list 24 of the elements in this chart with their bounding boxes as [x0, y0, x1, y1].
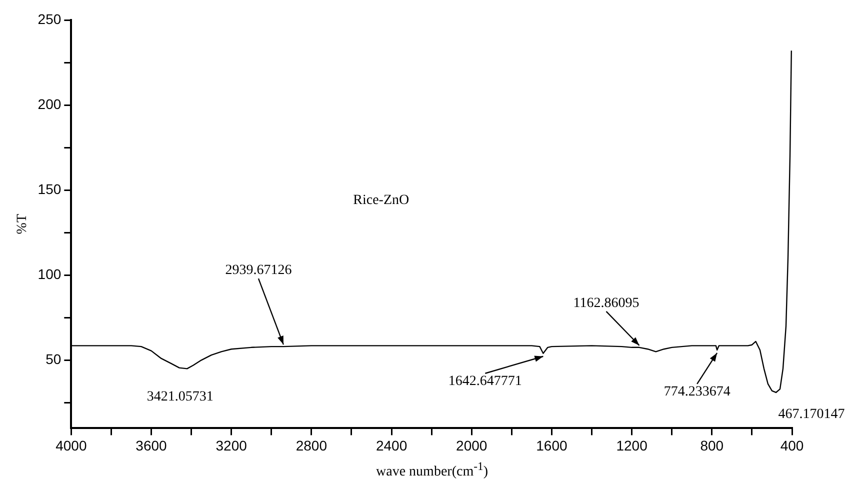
- annotation: 774.233674: [664, 384, 730, 400]
- y-tick-label: 200: [38, 96, 62, 112]
- x-tick-label: 800: [700, 437, 724, 454]
- y-tick-label: 250: [38, 10, 62, 27]
- y-axis-title: %T: [15, 214, 30, 234]
- annotation: 1642.647771: [448, 374, 522, 390]
- x-tick-label: 2800: [296, 437, 328, 454]
- x-tick-label: 400: [780, 437, 804, 454]
- y-tick-label: 150: [38, 180, 62, 197]
- x-axis-title: wave number(cm$^{-1}$): [375, 460, 489, 481]
- annotation: 1162.86095: [573, 296, 640, 312]
- x-tick-label: 1600: [536, 437, 568, 454]
- text: Rice-ZnO: [353, 192, 410, 208]
- x-tick-label: 3200: [216, 437, 248, 454]
- x-tick-label: 2000: [456, 437, 488, 454]
- x-tick-label: 2400: [376, 437, 408, 454]
- annotation: 467.170147: [778, 407, 845, 422]
- annotation: 3421.05731: [146, 389, 214, 404]
- y-tick-label: 50: [46, 351, 62, 368]
- x-tick-label: 4000: [56, 437, 87, 454]
- annotation: 2939.67126: [225, 263, 292, 278]
- x-tick-label: 3600: [136, 437, 168, 454]
- x-tick-label: 1200: [616, 437, 648, 454]
- y-tick-label: 100: [38, 266, 62, 282]
